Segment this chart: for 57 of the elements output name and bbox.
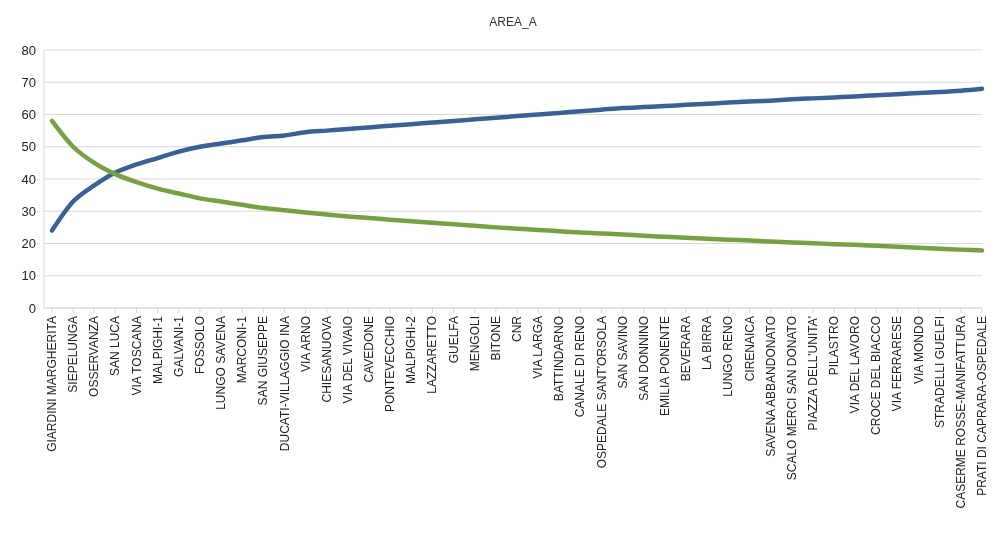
- y-tick-label: 70: [21, 74, 36, 90]
- x-tick-label: SAN LUCA: [108, 316, 123, 377]
- x-tick-label: CNR: [510, 315, 524, 342]
- y-tick-label: 0: [28, 300, 36, 316]
- y-tick-label: 40: [21, 171, 36, 187]
- x-tick-label: OSSERVANZA: [87, 316, 102, 397]
- x-tick-label: LA BIRRA: [700, 316, 715, 371]
- x-tick-label: GUELFA: [446, 316, 461, 364]
- x-tick-label: EMILIA PONENTE: [657, 316, 672, 417]
- x-tick-label: GIARDINI MARGHERITA: [45, 316, 59, 452]
- x-tick-label: CANALE DI RENO: [573, 316, 588, 418]
- x-tick-label: CASERME ROSSE-MANIFATTURA: [953, 316, 968, 509]
- x-tick-label: MENGOLI: [467, 316, 482, 372]
- line-series: [49, 118, 985, 253]
- y-tick-label: 80: [21, 42, 36, 58]
- x-tick-label: OSPEDALE SANT'ORSOLA: [594, 316, 609, 469]
- x-tick-label: SIEPELUNGA: [66, 316, 81, 393]
- y-tick-label: 20: [21, 236, 36, 252]
- chart-title: AREA_A: [489, 15, 537, 29]
- x-tick-label: PILASTRO: [827, 316, 842, 376]
- x-tick-label: VIA FERRARESE: [890, 316, 905, 412]
- x-tick-label: STRADELLI GUELFI: [932, 316, 947, 429]
- x-tick-label: CHIESANUOVA: [319, 316, 334, 403]
- x-tick-label: LUNGO RENO: [721, 316, 736, 397]
- x-tick-label: MALPIGHI-1: [150, 315, 165, 385]
- x-tick-label: VIA DEL LAVORO: [848, 316, 863, 414]
- x-tick-label: LUNGO SAVENA: [214, 316, 229, 410]
- x-tick-label: MALPIGHI-2: [404, 315, 419, 385]
- x-tick-label: SAN DONNINO: [636, 316, 651, 401]
- x-tick-label: BATTINDARNO: [552, 316, 567, 402]
- x-tick-label: PIAZZA DELL'UNITA': [805, 316, 820, 431]
- x-tick-label: PRATI DI CAPRARA-OSPEDALE: [975, 316, 989, 496]
- x-tick-label: GALVANI-1: [171, 315, 186, 377]
- x-tick-label: FOSSOLO: [192, 316, 207, 375]
- x-tick-label: VIA ARNO: [298, 316, 313, 373]
- x-tick-label: VIA MONDO: [911, 316, 926, 385]
- x-tick-label: PONTEVECCHIO: [383, 316, 398, 413]
- y-tick-label: 60: [21, 107, 36, 123]
- x-tick-label: SAN SAVINO: [615, 316, 630, 389]
- x-tick-label: VIA LARGA: [531, 316, 546, 379]
- x-tick-label: LAZZARETTO: [425, 316, 440, 394]
- x-tick-label: CIRENAICA: [742, 316, 757, 382]
- x-tick-label: VIA DEL VIVAIO: [340, 316, 355, 404]
- x-tick-label: SCALO MERCI SAN DONATO: [784, 316, 799, 481]
- y-tick-label: 30: [21, 203, 36, 219]
- x-tick-label: CROCE DEL BIACCO: [869, 316, 884, 435]
- x-tick-label: BITONE: [488, 316, 503, 361]
- x-tick-label: SAN GIUSEPPE: [256, 316, 271, 406]
- x-tick-label: SAVENA ABBANDONATO: [763, 316, 778, 457]
- line-series: [49, 86, 985, 233]
- x-tick-label: DUCATI-VILLAGGIO INA: [277, 316, 292, 452]
- y-tick-label: 10: [21, 268, 36, 284]
- x-tick-label: BEVERARA: [679, 316, 694, 382]
- x-tick-label: VIA TOSCANA: [129, 316, 144, 396]
- x-tick-label: MARCONI-1: [235, 315, 250, 384]
- y-tick-label: 50: [21, 139, 36, 155]
- x-tick-label: CAVEDONE: [362, 316, 377, 383]
